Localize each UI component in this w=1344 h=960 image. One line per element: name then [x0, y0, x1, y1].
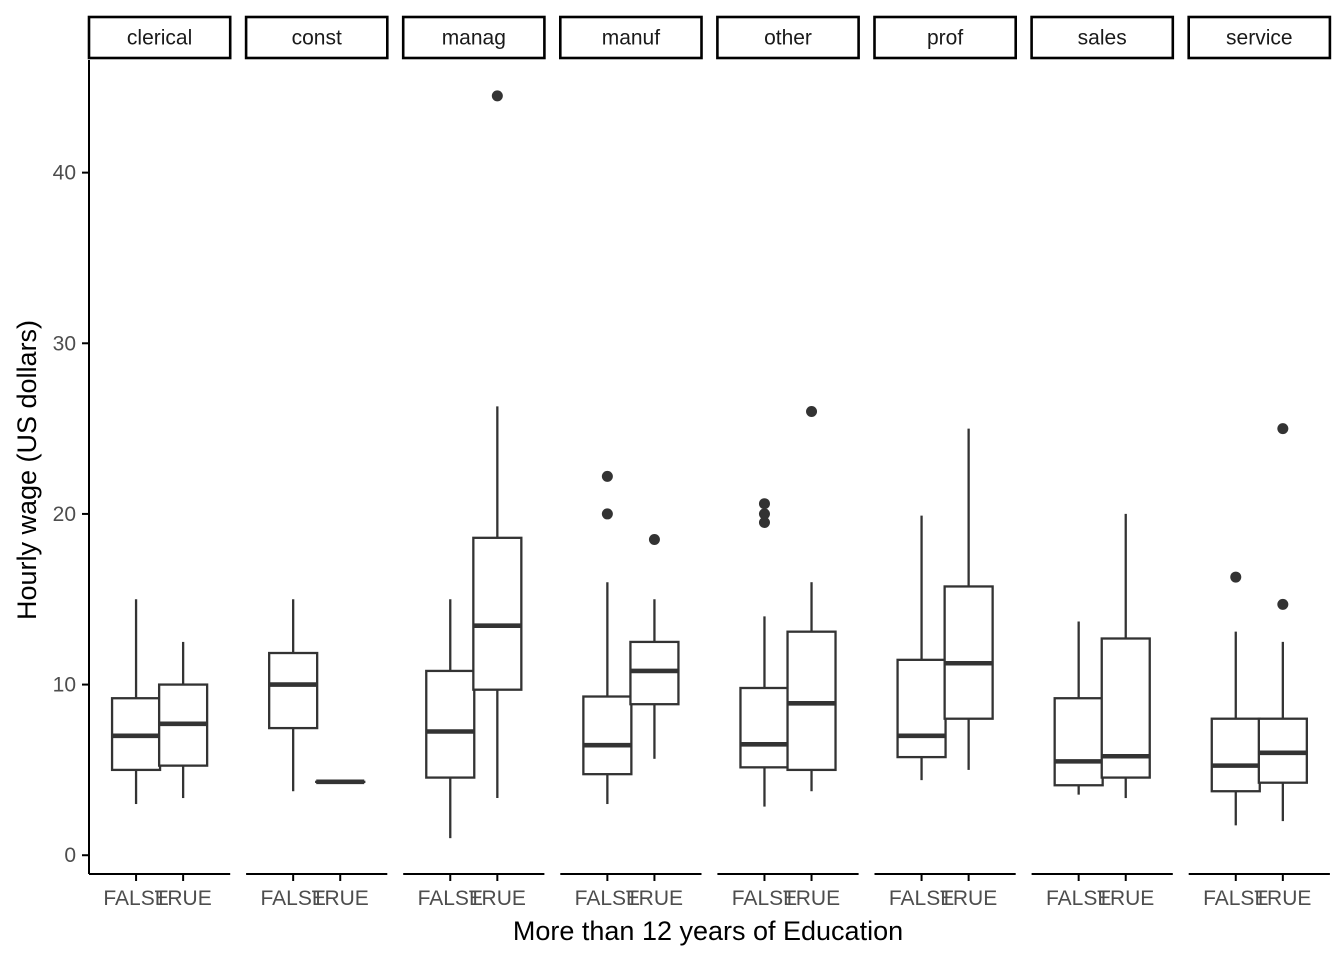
box-service-TRUE: TRUE [1254, 423, 1311, 910]
outlier-point [1277, 598, 1289, 610]
facet-strip-label: service [1226, 27, 1293, 50]
facet-strip [716, 15, 860, 60]
iqr-box [582, 695, 633, 776]
facet-strip-label: other [764, 27, 812, 50]
box-other-TRUE: TRUE [783, 406, 840, 910]
x-axis-title: More than 12 years of Education [513, 916, 903, 946]
y-tick-label: 20 [53, 503, 76, 526]
box-manag-TRUE: TRUE [469, 90, 526, 910]
box-const-TRUE: TRUE [312, 779, 369, 910]
iqr-box [1053, 697, 1104, 787]
y-tick-label: 30 [53, 332, 76, 355]
x-tick-label: FALSE [732, 887, 797, 910]
y-tick-label: 10 [53, 674, 76, 697]
x-tick-label: FALSE [260, 887, 325, 910]
box-sales-TRUE: TRUE [1097, 513, 1154, 910]
facet-strip [244, 15, 389, 60]
box-clerical-FALSE: FALSE [103, 599, 169, 910]
facet-strip [873, 15, 1017, 60]
y-axis: 0 10 20 30 40 [53, 60, 90, 874]
box-manag-FALSE: FALSE [418, 599, 483, 910]
x-tick-label: FALSE [1203, 887, 1268, 910]
box-service-FALSE: FALSE [1203, 571, 1268, 910]
outlier-point [1230, 571, 1242, 583]
facet-strip-label: const [292, 27, 342, 50]
x-tick-label: TRUE [783, 887, 840, 910]
outlier-point [758, 516, 770, 528]
outlier-point [758, 508, 770, 520]
facet-strip [87, 15, 232, 60]
box-manuf-FALSE: FALSE [575, 470, 640, 910]
iqr-box [943, 585, 994, 720]
x-tick-label: TRUE [1097, 887, 1154, 910]
x-tick-label: FALSE [418, 887, 483, 910]
outlier-point [601, 508, 613, 520]
outlier-point [806, 406, 818, 418]
facet-strip-label: prof [927, 27, 963, 50]
facet-panels: clericalFALSETRUEconstFALSETRUEmanagFALS… [87, 15, 1332, 910]
x-tick-label: TRUE [469, 887, 526, 910]
x-tick-label: FALSE [575, 887, 640, 910]
facet-strip [1030, 15, 1175, 60]
x-tick-label: TRUE [1254, 887, 1311, 910]
iqr-box [268, 651, 319, 730]
x-tick-label: FALSE [103, 887, 168, 910]
y-tick-label: 0 [64, 844, 76, 867]
x-tick-label: TRUE [626, 887, 683, 910]
facet-strip [558, 15, 703, 60]
facet-strip-label: manag [442, 27, 506, 50]
iqr-box [786, 630, 837, 772]
iqr-box [472, 536, 523, 691]
outlier-point [758, 498, 770, 510]
y-axis-title: Hourly wage (US dollars) [12, 320, 42, 620]
iqr-box [425, 669, 476, 779]
x-tick-label: TRUE [155, 887, 212, 910]
facet-strip [401, 15, 546, 60]
x-tick-label: FALSE [889, 887, 954, 910]
x-tick-label: TRUE [940, 887, 997, 910]
facet-strip-label: clerical [127, 27, 192, 50]
x-tick-label: TRUE [312, 887, 369, 910]
box-clerical-TRUE: TRUE [155, 641, 212, 910]
facet-strip-label: sales [1078, 27, 1127, 50]
facet-strip-label: manuf [602, 27, 661, 50]
box-manuf-TRUE: TRUE [626, 534, 683, 910]
outlier-point [601, 470, 613, 482]
box-const-FALSE: FALSE [260, 599, 326, 910]
iqr-box [739, 686, 790, 769]
outlier-point [648, 534, 660, 546]
outlier-point [1277, 423, 1289, 435]
x-tick-label: FALSE [1046, 887, 1111, 910]
iqr-box [896, 658, 947, 759]
box-prof-TRUE: TRUE [940, 428, 997, 910]
y-tick-label: 40 [53, 162, 76, 185]
iqr-box [1210, 717, 1261, 793]
outlier-point [491, 90, 503, 102]
box-other-FALSE: FALSE [732, 498, 797, 910]
box-prof-FALSE: FALSE [889, 515, 954, 910]
facet-strip [1187, 15, 1332, 60]
